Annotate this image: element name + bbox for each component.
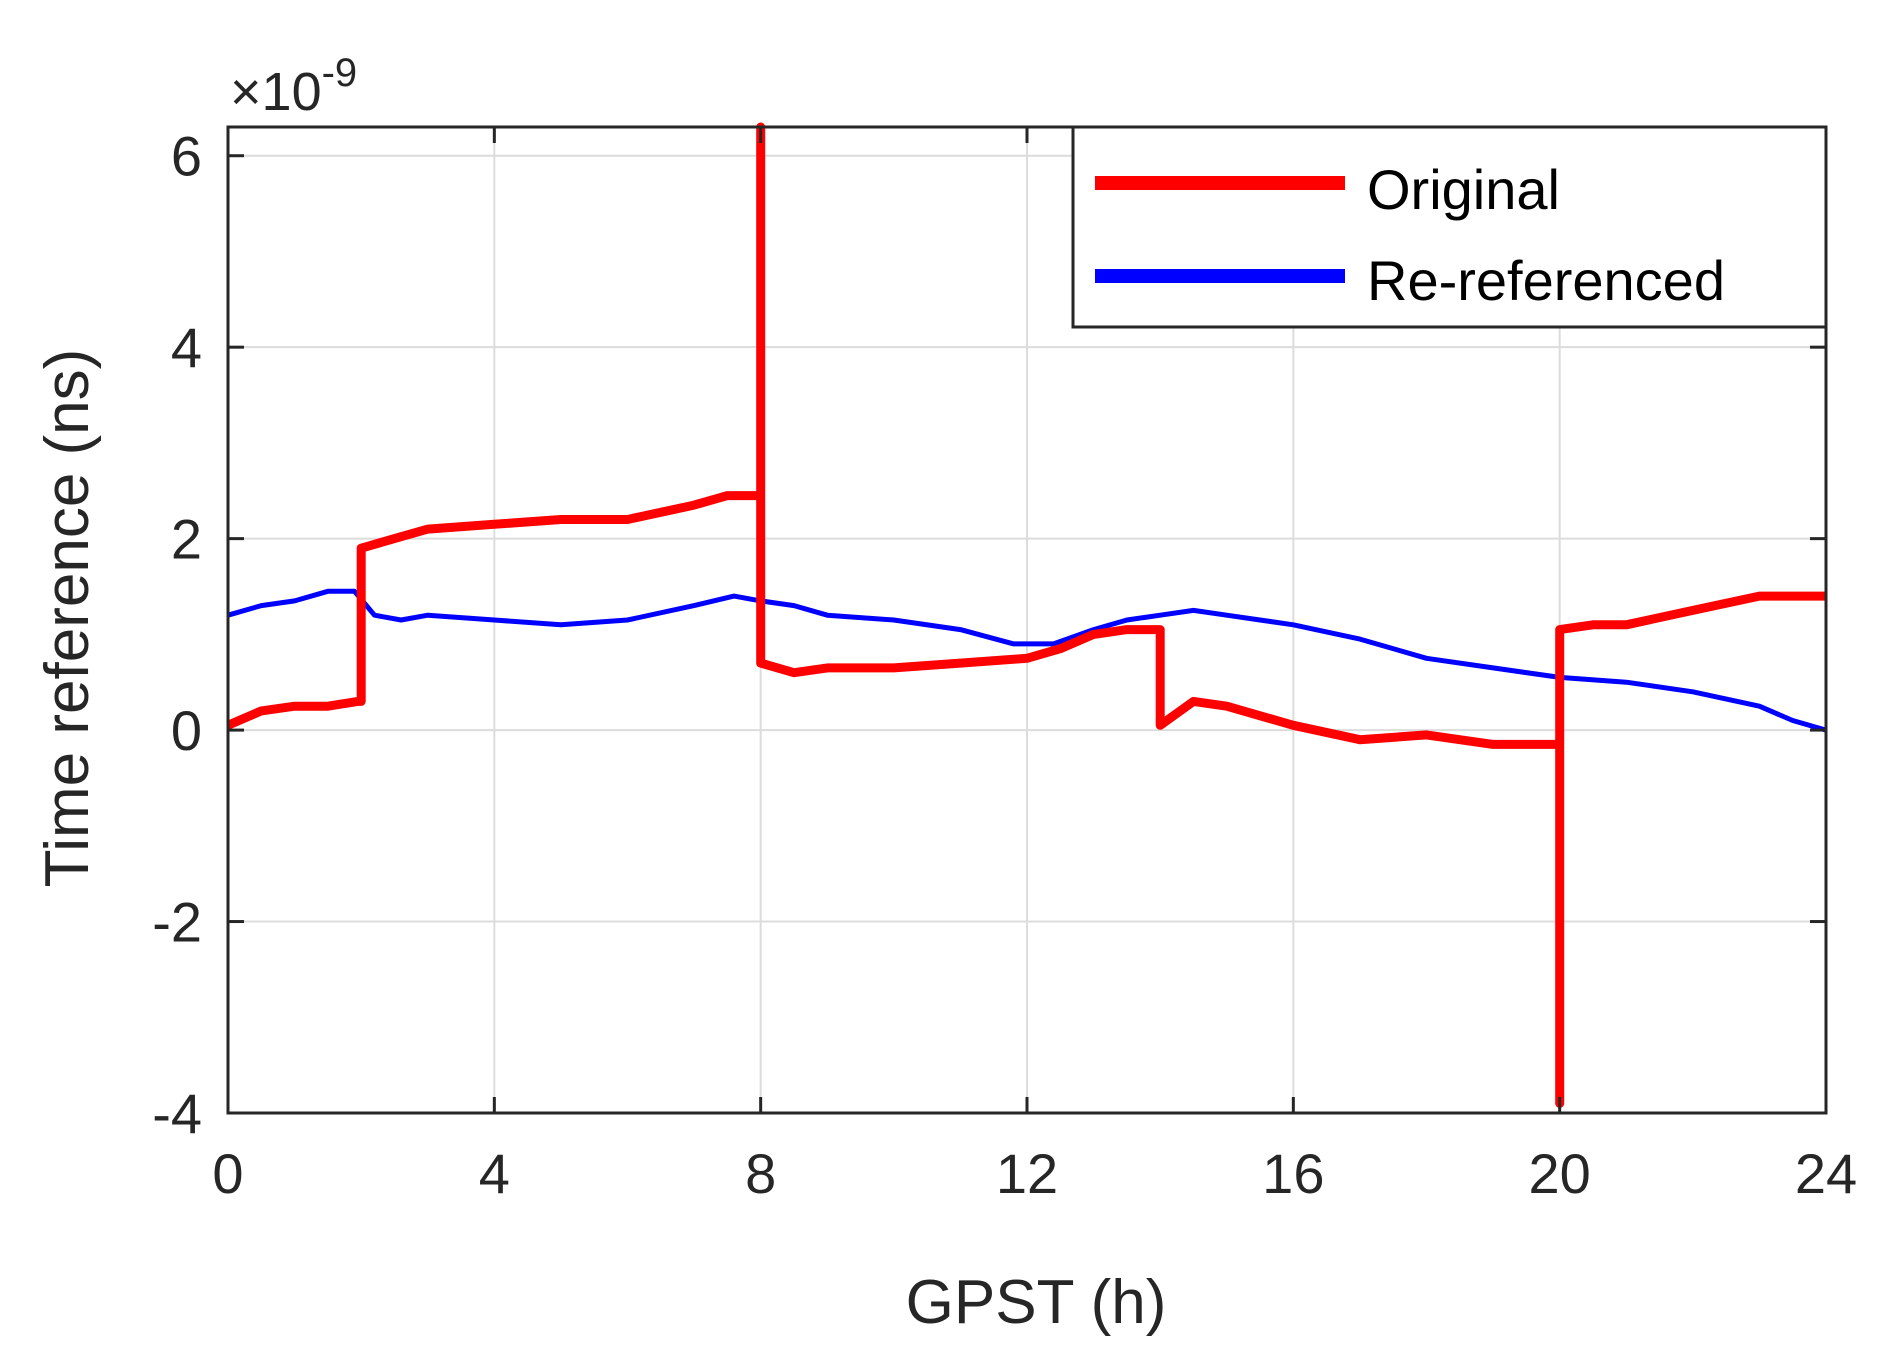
legend-label-original: Original bbox=[1367, 158, 1560, 221]
y-axis-title: Time reference (ns) bbox=[33, 349, 102, 888]
x-tick-labels: 0 4 8 12 16 20 24 bbox=[212, 1142, 1857, 1205]
series-line-original bbox=[226, 122, 1826, 1108]
y-tick-label: -4 bbox=[152, 1082, 202, 1145]
y-tick-label: -2 bbox=[152, 891, 202, 954]
y-tick-label: 2 bbox=[171, 508, 202, 571]
legend-label-re-referenced: Re-referenced bbox=[1367, 249, 1725, 312]
series-layer bbox=[226, 122, 1827, 1108]
x-tick-label: 12 bbox=[996, 1142, 1058, 1205]
x-tick-label: 24 bbox=[1795, 1142, 1857, 1205]
y-tick-label: 6 bbox=[171, 125, 202, 188]
x-tick-label: 0 bbox=[212, 1142, 243, 1205]
series-line-re-referenced bbox=[227, 588, 1827, 733]
legend: Original Re-referenced bbox=[1071, 125, 1828, 329]
y-exponent-power: -9 bbox=[322, 51, 358, 95]
x-tick-label: 4 bbox=[479, 1142, 510, 1205]
y-exponent-base: ×10 bbox=[230, 62, 322, 122]
x-tick-label: 16 bbox=[1262, 1142, 1324, 1205]
y-exponent-label: ×10-9 bbox=[230, 51, 357, 122]
legend-box bbox=[1071, 125, 1828, 329]
x-tick-label: 20 bbox=[1529, 1142, 1591, 1205]
y-tick-labels: -4 -2 0 2 4 6 bbox=[152, 125, 202, 1145]
x-axis-title: GPST (h) bbox=[906, 1268, 1167, 1337]
y-tick-label: 4 bbox=[171, 316, 202, 379]
x-tick-label: 8 bbox=[745, 1142, 776, 1205]
y-tick-label: 0 bbox=[171, 699, 202, 762]
